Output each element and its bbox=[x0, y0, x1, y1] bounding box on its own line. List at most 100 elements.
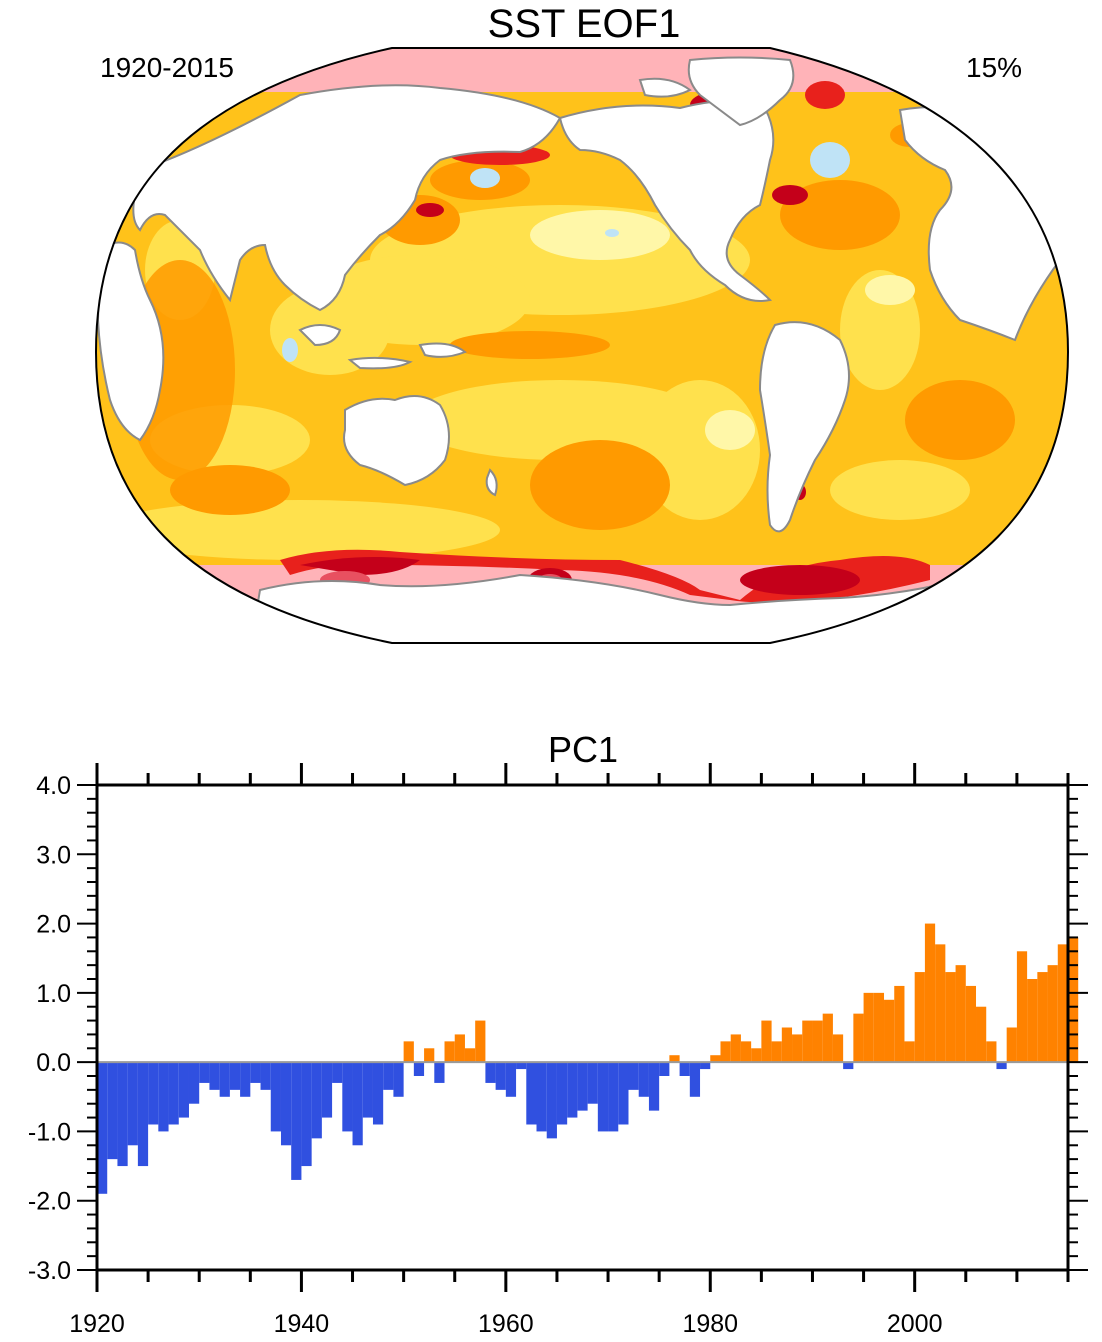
pc1-bar bbox=[536, 1062, 547, 1132]
pc1-bar bbox=[587, 1062, 598, 1104]
pc1-bar bbox=[229, 1062, 241, 1090]
pc1-bar bbox=[648, 1062, 660, 1111]
pc1-bar bbox=[352, 1062, 363, 1146]
pc1-bar bbox=[1068, 937, 1079, 1063]
pc1-bar bbox=[761, 1020, 772, 1063]
pc1-bar bbox=[434, 1062, 445, 1083]
pc1-bar bbox=[832, 1034, 844, 1063]
plot-frame bbox=[95, 783, 1070, 1272]
pc1-bar bbox=[597, 1062, 609, 1132]
pc1-bar bbox=[250, 1062, 261, 1083]
pc1-bar bbox=[505, 1062, 517, 1097]
pc1-bar bbox=[178, 1062, 189, 1118]
pc1-bar bbox=[873, 992, 885, 1063]
y-tick-label: 4.0 bbox=[36, 772, 71, 800]
pc1-bar bbox=[628, 1062, 639, 1090]
pc1-bar bbox=[1057, 944, 1068, 1063]
pc1-bar bbox=[127, 1062, 138, 1146]
ocean-field bbox=[96, 48, 1068, 643]
pc1-bar bbox=[240, 1062, 251, 1097]
pc1-bar bbox=[965, 985, 977, 1063]
pc1-bar bbox=[792, 1034, 803, 1063]
pc1-bar bbox=[495, 1062, 506, 1090]
pc1-bar bbox=[679, 1062, 690, 1076]
y-tick-label: 0.0 bbox=[36, 1049, 71, 1077]
pc1-bar bbox=[996, 1062, 1007, 1070]
pc1-bar bbox=[924, 923, 936, 1063]
pc1-bar bbox=[475, 1020, 486, 1063]
pc1-bar bbox=[311, 1062, 322, 1139]
pc1-bar bbox=[659, 1062, 670, 1076]
pc1-bar bbox=[863, 992, 874, 1063]
pc1-bar bbox=[291, 1062, 302, 1180]
pc1-bar bbox=[362, 1062, 373, 1118]
pc1-bar bbox=[884, 999, 895, 1063]
y-tick-label: 3.0 bbox=[36, 841, 71, 869]
y-tick-label: -3.0 bbox=[28, 1257, 71, 1285]
pc1-bar bbox=[904, 1041, 915, 1063]
pc1-bar bbox=[1006, 1027, 1017, 1063]
pc1-bar bbox=[413, 1062, 425, 1076]
pc1-bar bbox=[976, 1006, 987, 1063]
pc1-bar bbox=[321, 1062, 333, 1118]
x-tick-label: 1960 bbox=[478, 1310, 534, 1338]
pc1-bar bbox=[383, 1062, 394, 1090]
pc1-bar bbox=[516, 1062, 527, 1070]
pc1-bar bbox=[914, 972, 925, 1063]
pc1-bar bbox=[1016, 951, 1028, 1063]
pc1-tick-labels: 1920 1940 1960 1980 2000 -3.0 -2.0 -1.0 0.0 1.0 2.… bbox=[28, 772, 943, 1338]
pc1-bar bbox=[689, 1062, 701, 1097]
pc1-bar bbox=[894, 985, 905, 1063]
y-tick-label: 1.0 bbox=[36, 980, 71, 1008]
pc1-bar bbox=[751, 1048, 762, 1063]
pc1-bar bbox=[822, 1013, 833, 1063]
pc1-bar bbox=[137, 1062, 149, 1167]
pc1-bars bbox=[97, 923, 1079, 1194]
pc1-bar bbox=[209, 1062, 220, 1090]
pc1-bar bbox=[771, 1041, 782, 1063]
pc1-bar bbox=[1037, 972, 1048, 1063]
pc1-bar bbox=[199, 1062, 210, 1083]
x-tick-label: 2000 bbox=[887, 1310, 943, 1338]
pc1-title: PC1 bbox=[548, 729, 618, 770]
pc1-bar bbox=[669, 1055, 680, 1063]
map-title: SST EOF1 bbox=[487, 2, 681, 46]
pc1-bar bbox=[730, 1034, 741, 1063]
pc1-bar bbox=[117, 1062, 128, 1167]
pc1-bar bbox=[986, 1041, 997, 1063]
pc1-bar bbox=[301, 1062, 312, 1167]
pc1-bar bbox=[1027, 979, 1038, 1063]
pc1-bar bbox=[148, 1062, 159, 1125]
pc1-bar bbox=[577, 1062, 588, 1111]
pc1-bar bbox=[546, 1062, 557, 1139]
pc1-bar bbox=[812, 1020, 823, 1063]
pc1-bar bbox=[740, 1041, 752, 1063]
pc1-bar bbox=[608, 1062, 619, 1132]
pc1-bar bbox=[638, 1062, 649, 1097]
pc1-bar bbox=[219, 1062, 230, 1097]
pc1-bar bbox=[260, 1062, 271, 1090]
map-period-label: 1920-2015 bbox=[100, 52, 234, 83]
pc1-bar bbox=[710, 1055, 721, 1063]
pc1-bar bbox=[1047, 965, 1058, 1063]
pc1-bar bbox=[526, 1062, 537, 1125]
pc1-bar bbox=[97, 1062, 108, 1194]
pc1-bar bbox=[158, 1062, 169, 1132]
pc1-ticks bbox=[77, 763, 1088, 1292]
pc1-bar bbox=[188, 1062, 200, 1104]
sst-eof1-map bbox=[94, 47, 1070, 644]
x-tick-label: 1940 bbox=[274, 1310, 330, 1338]
map-variance-label: 15% bbox=[966, 52, 1023, 83]
pc1-bar bbox=[464, 1048, 476, 1063]
pc1-bar bbox=[485, 1062, 496, 1083]
pc1-bar bbox=[720, 1041, 731, 1063]
pc1-bar bbox=[280, 1062, 292, 1146]
x-tick-label: 1980 bbox=[682, 1310, 738, 1338]
pc1-bar bbox=[567, 1062, 578, 1118]
pc1-bar bbox=[454, 1034, 465, 1063]
pc1-bar bbox=[781, 1027, 793, 1063]
y-tick-label: -2.0 bbox=[28, 1188, 71, 1216]
pc1-bar bbox=[935, 944, 946, 1063]
pc1-bar bbox=[444, 1041, 455, 1063]
